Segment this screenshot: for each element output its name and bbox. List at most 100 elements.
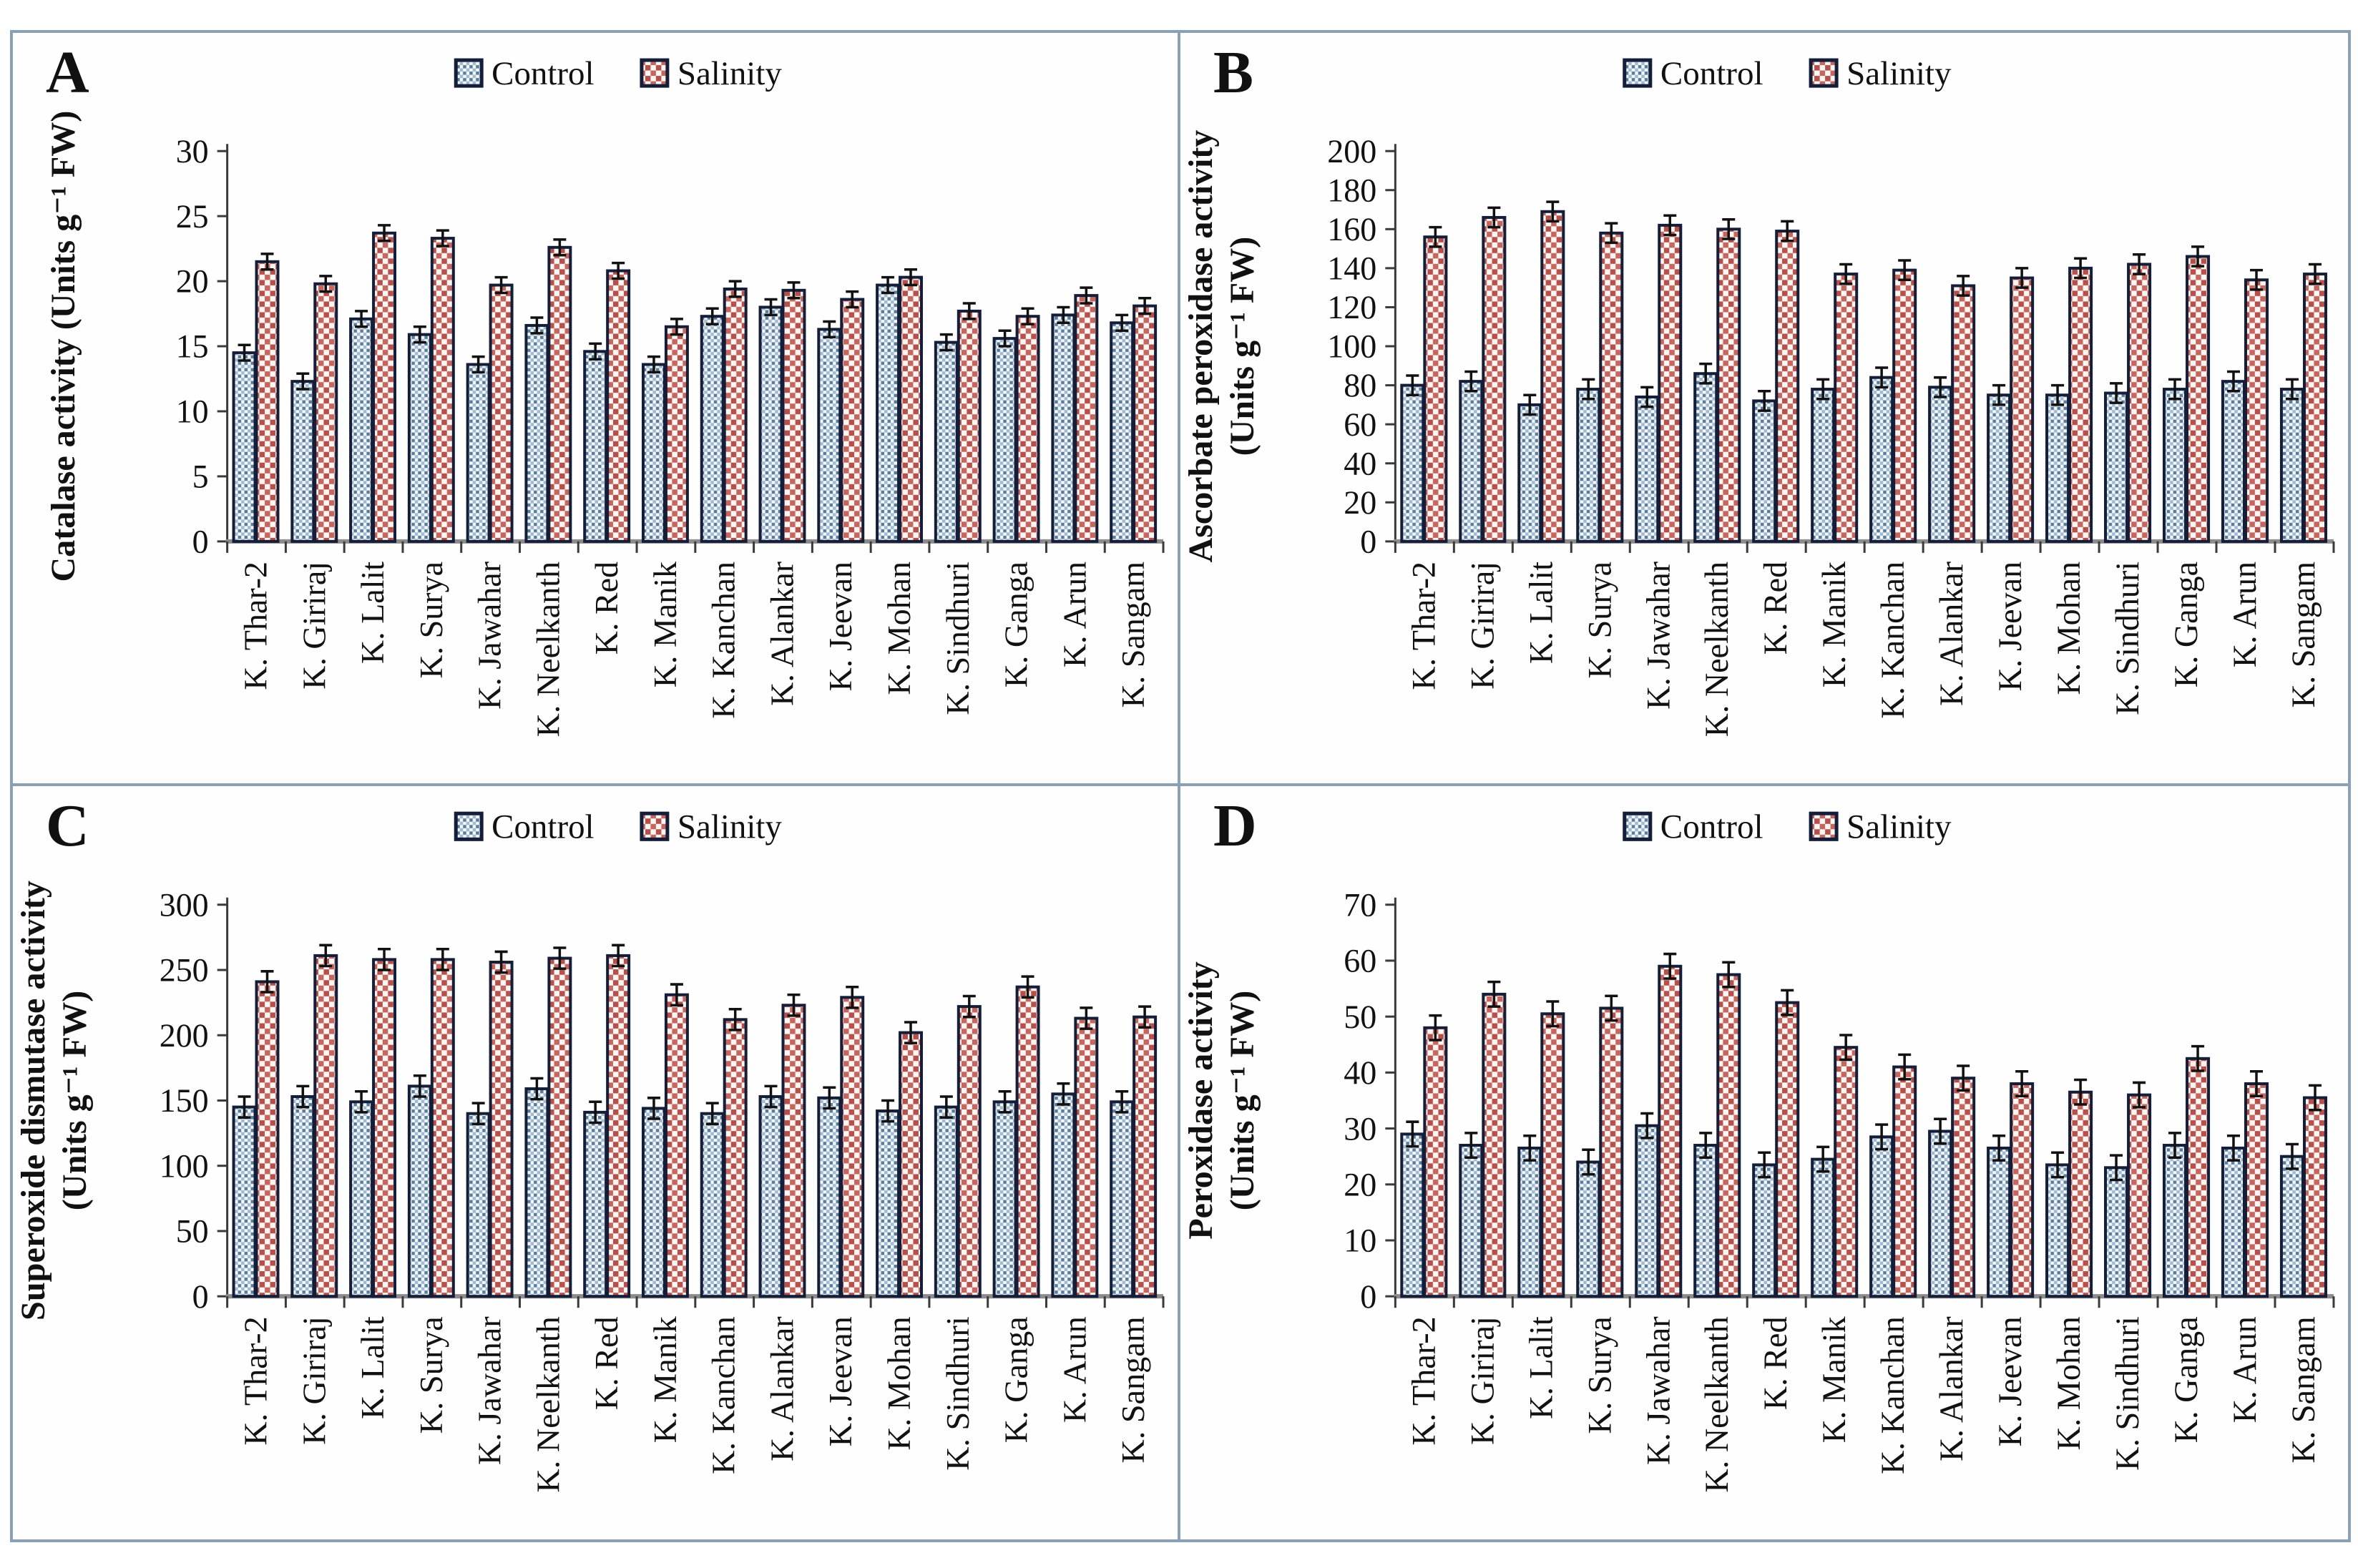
x-category-label: K. Alankar — [764, 562, 801, 706]
bar — [2279, 388, 2304, 543]
x-category-label: K. Sangam — [1115, 1316, 1151, 1463]
bar — [664, 325, 689, 543]
bar — [876, 1109, 901, 1298]
x-category-label: K. Thar-2 — [238, 1317, 274, 1446]
legend: Control Salinity — [1623, 55, 1952, 92]
bar — [2302, 273, 2328, 543]
bar — [2045, 1163, 2070, 1298]
x-category-label: K. Jawahar — [471, 1317, 508, 1466]
y-axis-title-line: Ascorbate peroxidase activity — [1182, 130, 1220, 563]
control-legend-label: Control — [491, 808, 594, 846]
x-axis — [1394, 1294, 2335, 1308]
bar — [232, 1105, 257, 1298]
x-axis — [1394, 539, 2335, 553]
bar — [524, 323, 549, 543]
bar — [2127, 263, 2152, 543]
y-axis-title-line: (Units g⁻¹ FW) — [1223, 991, 1261, 1211]
panel-a: Control Salinity 0 5 10 15 20 25 30 K. Thar-2 K. G… — [13, 33, 1180, 787]
legend: Control Salinity — [454, 55, 783, 92]
y-axis-title-line: Peroxidase activity — [1182, 961, 1220, 1240]
bars-salinity — [255, 231, 1158, 543]
chart-superoxide-dismutase: Control Salinity 0 50 100 150 200 250 300 K. Thar… — [14, 808, 1165, 1493]
y-tick-label: 25 — [176, 198, 209, 235]
control-legend-swatch — [454, 58, 484, 88]
x-category-label: K. Sangam — [1115, 562, 1151, 708]
y-tick-label: 30 — [1344, 1110, 1376, 1147]
bar — [723, 288, 748, 543]
bar — [524, 1087, 549, 1298]
panel-letter-c: C — [46, 793, 89, 860]
bar — [1869, 376, 1894, 543]
x-category-label: K. Thar-2 — [1405, 1317, 1442, 1446]
salinity-legend-label: Salinity — [677, 55, 783, 92]
x-category-label: K. Arun — [2226, 562, 2263, 667]
y-axis-title: Ascorbate peroxidase activity (Units g⁻¹ … — [1182, 130, 1261, 563]
bar — [992, 337, 1017, 543]
y-tick-label: 80 — [1344, 367, 1376, 403]
bars-salinity — [1423, 210, 2328, 543]
y-axis-title: Catalase activity (Units g⁻¹ FW) — [44, 111, 82, 582]
bar — [1658, 965, 1683, 1298]
legend: Control Salinity — [454, 808, 782, 846]
bar — [1576, 388, 1601, 543]
bar — [313, 954, 338, 1298]
x-category-label: K. Jawahar — [1640, 1317, 1676, 1466]
x-category-label: K. Ganga — [998, 562, 1034, 687]
bar — [1599, 231, 1624, 543]
x-category-label: K. Sangam — [2285, 1316, 2322, 1463]
salinity-legend-label: Salinity — [677, 808, 782, 846]
x-category-label: K. Ganga — [2168, 562, 2204, 687]
bar — [1540, 210, 1565, 543]
bar — [2244, 278, 2269, 543]
y-tick-label: 300 — [160, 887, 209, 923]
bar — [1658, 223, 1683, 543]
salinity-legend-swatch — [640, 58, 670, 88]
bar — [1716, 973, 1741, 1298]
x-category-label: K. Giriraj — [295, 562, 332, 690]
bar — [2221, 380, 2246, 543]
bar — [1400, 1132, 1425, 1298]
bar — [1482, 215, 1507, 543]
bar — [840, 996, 865, 1298]
y-tick-label: 50 — [176, 1213, 209, 1250]
x-category-label: K. Jeevan — [822, 1317, 858, 1447]
bar — [876, 283, 901, 543]
bar — [606, 954, 631, 1298]
bar — [2127, 1093, 2152, 1298]
y-tick-label: 0 — [192, 1278, 209, 1315]
x-labels: K. Thar-2 K. Giriraj K. Lalit K. Surya K. Ja… — [1405, 1316, 2322, 1493]
bar — [2221, 1147, 2246, 1298]
bar — [1400, 383, 1425, 543]
error-bars-salinity — [1429, 953, 2322, 1112]
bar — [1599, 1006, 1624, 1298]
y-tick-label: 160 — [1327, 211, 1376, 248]
salinity-legend-label: Salinity — [1846, 55, 1952, 92]
x-category-label: K. Surya — [413, 1317, 449, 1434]
y-tick-label: 200 — [160, 1017, 209, 1054]
bar — [758, 305, 783, 543]
bar — [2162, 1144, 2188, 1298]
x-category-label: K. Kanchan — [705, 562, 742, 719]
x-category-label: K. Neelkanth — [529, 562, 566, 737]
bar — [1775, 230, 1800, 543]
bars-control — [1400, 1124, 2304, 1298]
bar — [700, 1112, 725, 1298]
x-category-label: K. Mohan — [881, 562, 917, 695]
panel-c: Control Salinity 0 50 100 150 200 250 300 K. Thar… — [13, 786, 1180, 1539]
bar — [1892, 1065, 1917, 1298]
bar — [1576, 1160, 1601, 1298]
salinity-legend-label: Salinity — [1846, 809, 1952, 846]
bar — [1015, 315, 1040, 543]
bar — [489, 961, 514, 1298]
y-tick-label: 250 — [160, 952, 209, 989]
panel-letter-b: B — [1213, 39, 1254, 106]
bar — [2279, 1155, 2304, 1298]
panel-letter-d: D — [1213, 793, 1257, 860]
bars-control — [1400, 372, 2304, 543]
y-axis: 0 50 100 150 200 250 300 — [160, 887, 229, 1315]
y-tick-label: 0 — [1360, 1278, 1376, 1315]
bar — [664, 993, 689, 1298]
bar — [1811, 1157, 1836, 1298]
bar — [407, 1084, 432, 1298]
bar — [1132, 1015, 1158, 1298]
